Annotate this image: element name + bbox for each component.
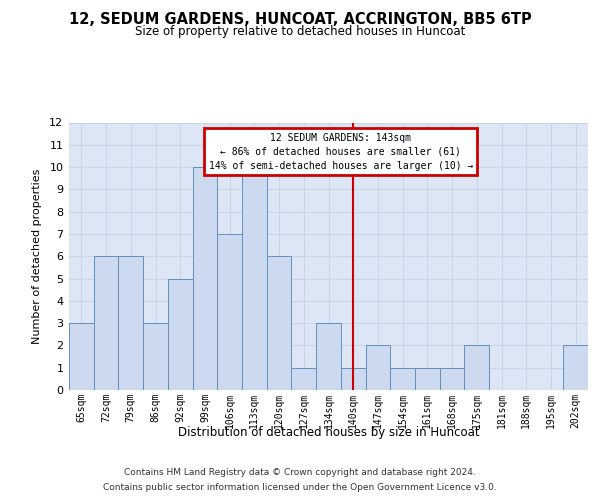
Bar — [341, 368, 365, 390]
Text: Distribution of detached houses by size in Huncoat: Distribution of detached houses by size … — [178, 426, 479, 439]
Text: Contains public sector information licensed under the Open Government Licence v3: Contains public sector information licen… — [103, 483, 497, 492]
Bar — [316, 323, 341, 390]
Text: 12 SEDUM GARDENS: 143sqm
← 86% of detached houses are smaller (61)
14% of semi-d: 12 SEDUM GARDENS: 143sqm ← 86% of detach… — [209, 132, 473, 170]
Bar — [69, 323, 94, 390]
Bar — [415, 368, 440, 390]
Text: Size of property relative to detached houses in Huncoat: Size of property relative to detached ho… — [135, 25, 465, 38]
Bar — [390, 368, 415, 390]
Bar — [94, 256, 118, 390]
Bar — [242, 167, 267, 390]
Bar — [143, 323, 168, 390]
Bar — [464, 346, 489, 390]
Bar — [440, 368, 464, 390]
Bar — [168, 278, 193, 390]
Bar — [563, 346, 588, 390]
Bar — [365, 346, 390, 390]
Bar — [193, 167, 217, 390]
Bar — [267, 256, 292, 390]
Bar — [118, 256, 143, 390]
Bar — [292, 368, 316, 390]
Bar — [217, 234, 242, 390]
Text: Contains HM Land Registry data © Crown copyright and database right 2024.: Contains HM Land Registry data © Crown c… — [124, 468, 476, 477]
Text: 12, SEDUM GARDENS, HUNCOAT, ACCRINGTON, BB5 6TP: 12, SEDUM GARDENS, HUNCOAT, ACCRINGTON, … — [68, 12, 532, 28]
Y-axis label: Number of detached properties: Number of detached properties — [32, 168, 43, 344]
